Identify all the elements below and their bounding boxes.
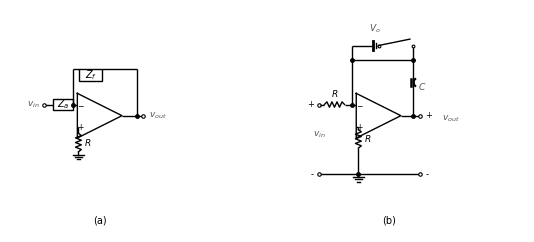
Text: $C$: $C$: [418, 81, 426, 92]
Text: $v_{out}$: $v_{out}$: [148, 110, 167, 121]
Text: $v_{in}$: $v_{in}$: [27, 99, 40, 110]
Text: $R$: $R$: [331, 88, 338, 99]
Text: +: +: [307, 100, 314, 109]
Text: $+$: $+$: [356, 122, 364, 132]
Text: $R$: $R$: [84, 137, 91, 148]
Text: $-$: $-$: [77, 100, 85, 109]
Text: (b): (b): [382, 215, 396, 225]
Text: $Z_a$: $Z_a$: [57, 98, 69, 111]
Text: $R$: $R$: [364, 133, 371, 144]
Bar: [53, 99, 73, 110]
Text: $+$: $+$: [77, 122, 85, 132]
Text: $-$: $-$: [356, 100, 364, 109]
Text: $Z_f$: $Z_f$: [84, 68, 97, 82]
Bar: [80, 69, 102, 81]
Text: $V_o$: $V_o$: [369, 22, 381, 35]
Text: -: -: [425, 170, 428, 179]
Text: +: +: [425, 111, 432, 120]
Text: $v_{out}$: $v_{out}$: [442, 113, 460, 124]
Text: (a): (a): [93, 215, 106, 225]
Text: $v_{in}$: $v_{in}$: [313, 129, 326, 140]
Text: -: -: [311, 170, 314, 179]
